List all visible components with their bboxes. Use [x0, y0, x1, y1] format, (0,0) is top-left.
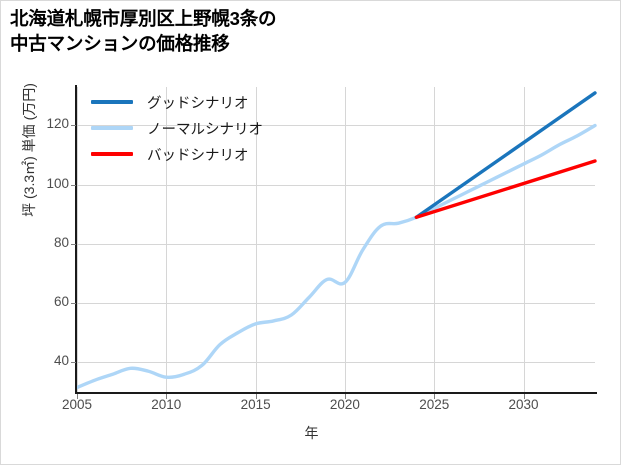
y-axis-label: 坪 (3.3㎡) 単価 (万円) [21, 83, 37, 217]
x-tick-mark [256, 394, 257, 399]
legend-swatch-good-scenario [91, 100, 133, 104]
legend-label: グッドシナリオ [147, 95, 249, 112]
y-tick-label: 80 [53, 234, 69, 250]
legend-item-normal-scenario[interactable]: ノーマルシナリオ [91, 115, 321, 141]
x-axis-line [75, 392, 597, 394]
chart-legend: グッドシナリオ ノーマルシナリオ バッドシナリオ [91, 89, 321, 167]
series-layer [75, 91, 597, 390]
x-tick-mark [166, 394, 167, 399]
series-line-bad [414, 159, 597, 219]
y-tick-label: 120 [46, 116, 69, 132]
gridline-vertical [434, 87, 435, 392]
plot-background [77, 87, 595, 392]
x-tick-label: 2025 [419, 397, 450, 412]
y-tick-label: 100 [46, 175, 69, 191]
legend-label: バッドシナリオ [147, 147, 249, 164]
gridline-horizontal [77, 303, 595, 304]
plot-area [75, 87, 597, 392]
gridline-horizontal [77, 125, 595, 126]
y-tick-mark [71, 125, 76, 126]
y-tick-mark [71, 185, 76, 186]
legend-label: ノーマルシナリオ [147, 121, 263, 138]
x-tick-mark [524, 394, 525, 399]
gridline-vertical [166, 87, 167, 392]
gridline-vertical [345, 87, 346, 392]
chart-title: 北海道札幌市厚別区上野幌3条の 中古マンションの価格推移 [10, 8, 277, 54]
legend-item-good-scenario[interactable]: グッドシナリオ [91, 89, 321, 115]
x-tick-label: 2030 [508, 397, 539, 412]
x-tick-mark [345, 394, 346, 399]
legend-item-bad-scenario[interactable]: バッドシナリオ [91, 141, 321, 167]
x-tick-label: 2015 [240, 397, 271, 412]
x-tick-label: 2010 [151, 397, 182, 412]
legend-swatch-bad-scenario [91, 152, 133, 156]
y-tick-mark [71, 303, 76, 304]
y-tick-label: 40 [53, 353, 69, 369]
gridline-vertical [256, 87, 257, 392]
legend-swatch-normal-scenario [91, 126, 133, 130]
y-tick-mark [71, 244, 76, 245]
gridline-horizontal [77, 244, 595, 245]
series-line-good [414, 91, 597, 219]
x-tick-label: 2005 [61, 397, 93, 412]
y-tick-mark [71, 362, 76, 363]
gridline-vertical [524, 87, 525, 392]
gridline-horizontal [77, 362, 595, 363]
y-axis-line [75, 85, 77, 394]
x-axis-label: 年 [304, 425, 319, 441]
series-line-normal [75, 123, 597, 390]
gridline-horizontal [77, 185, 595, 186]
x-tick-mark [77, 394, 78, 399]
x-tick-mark [434, 394, 435, 399]
gridline-vertical [77, 87, 78, 392]
y-tick-label: 60 [53, 294, 69, 310]
x-tick-label: 2020 [329, 397, 360, 412]
